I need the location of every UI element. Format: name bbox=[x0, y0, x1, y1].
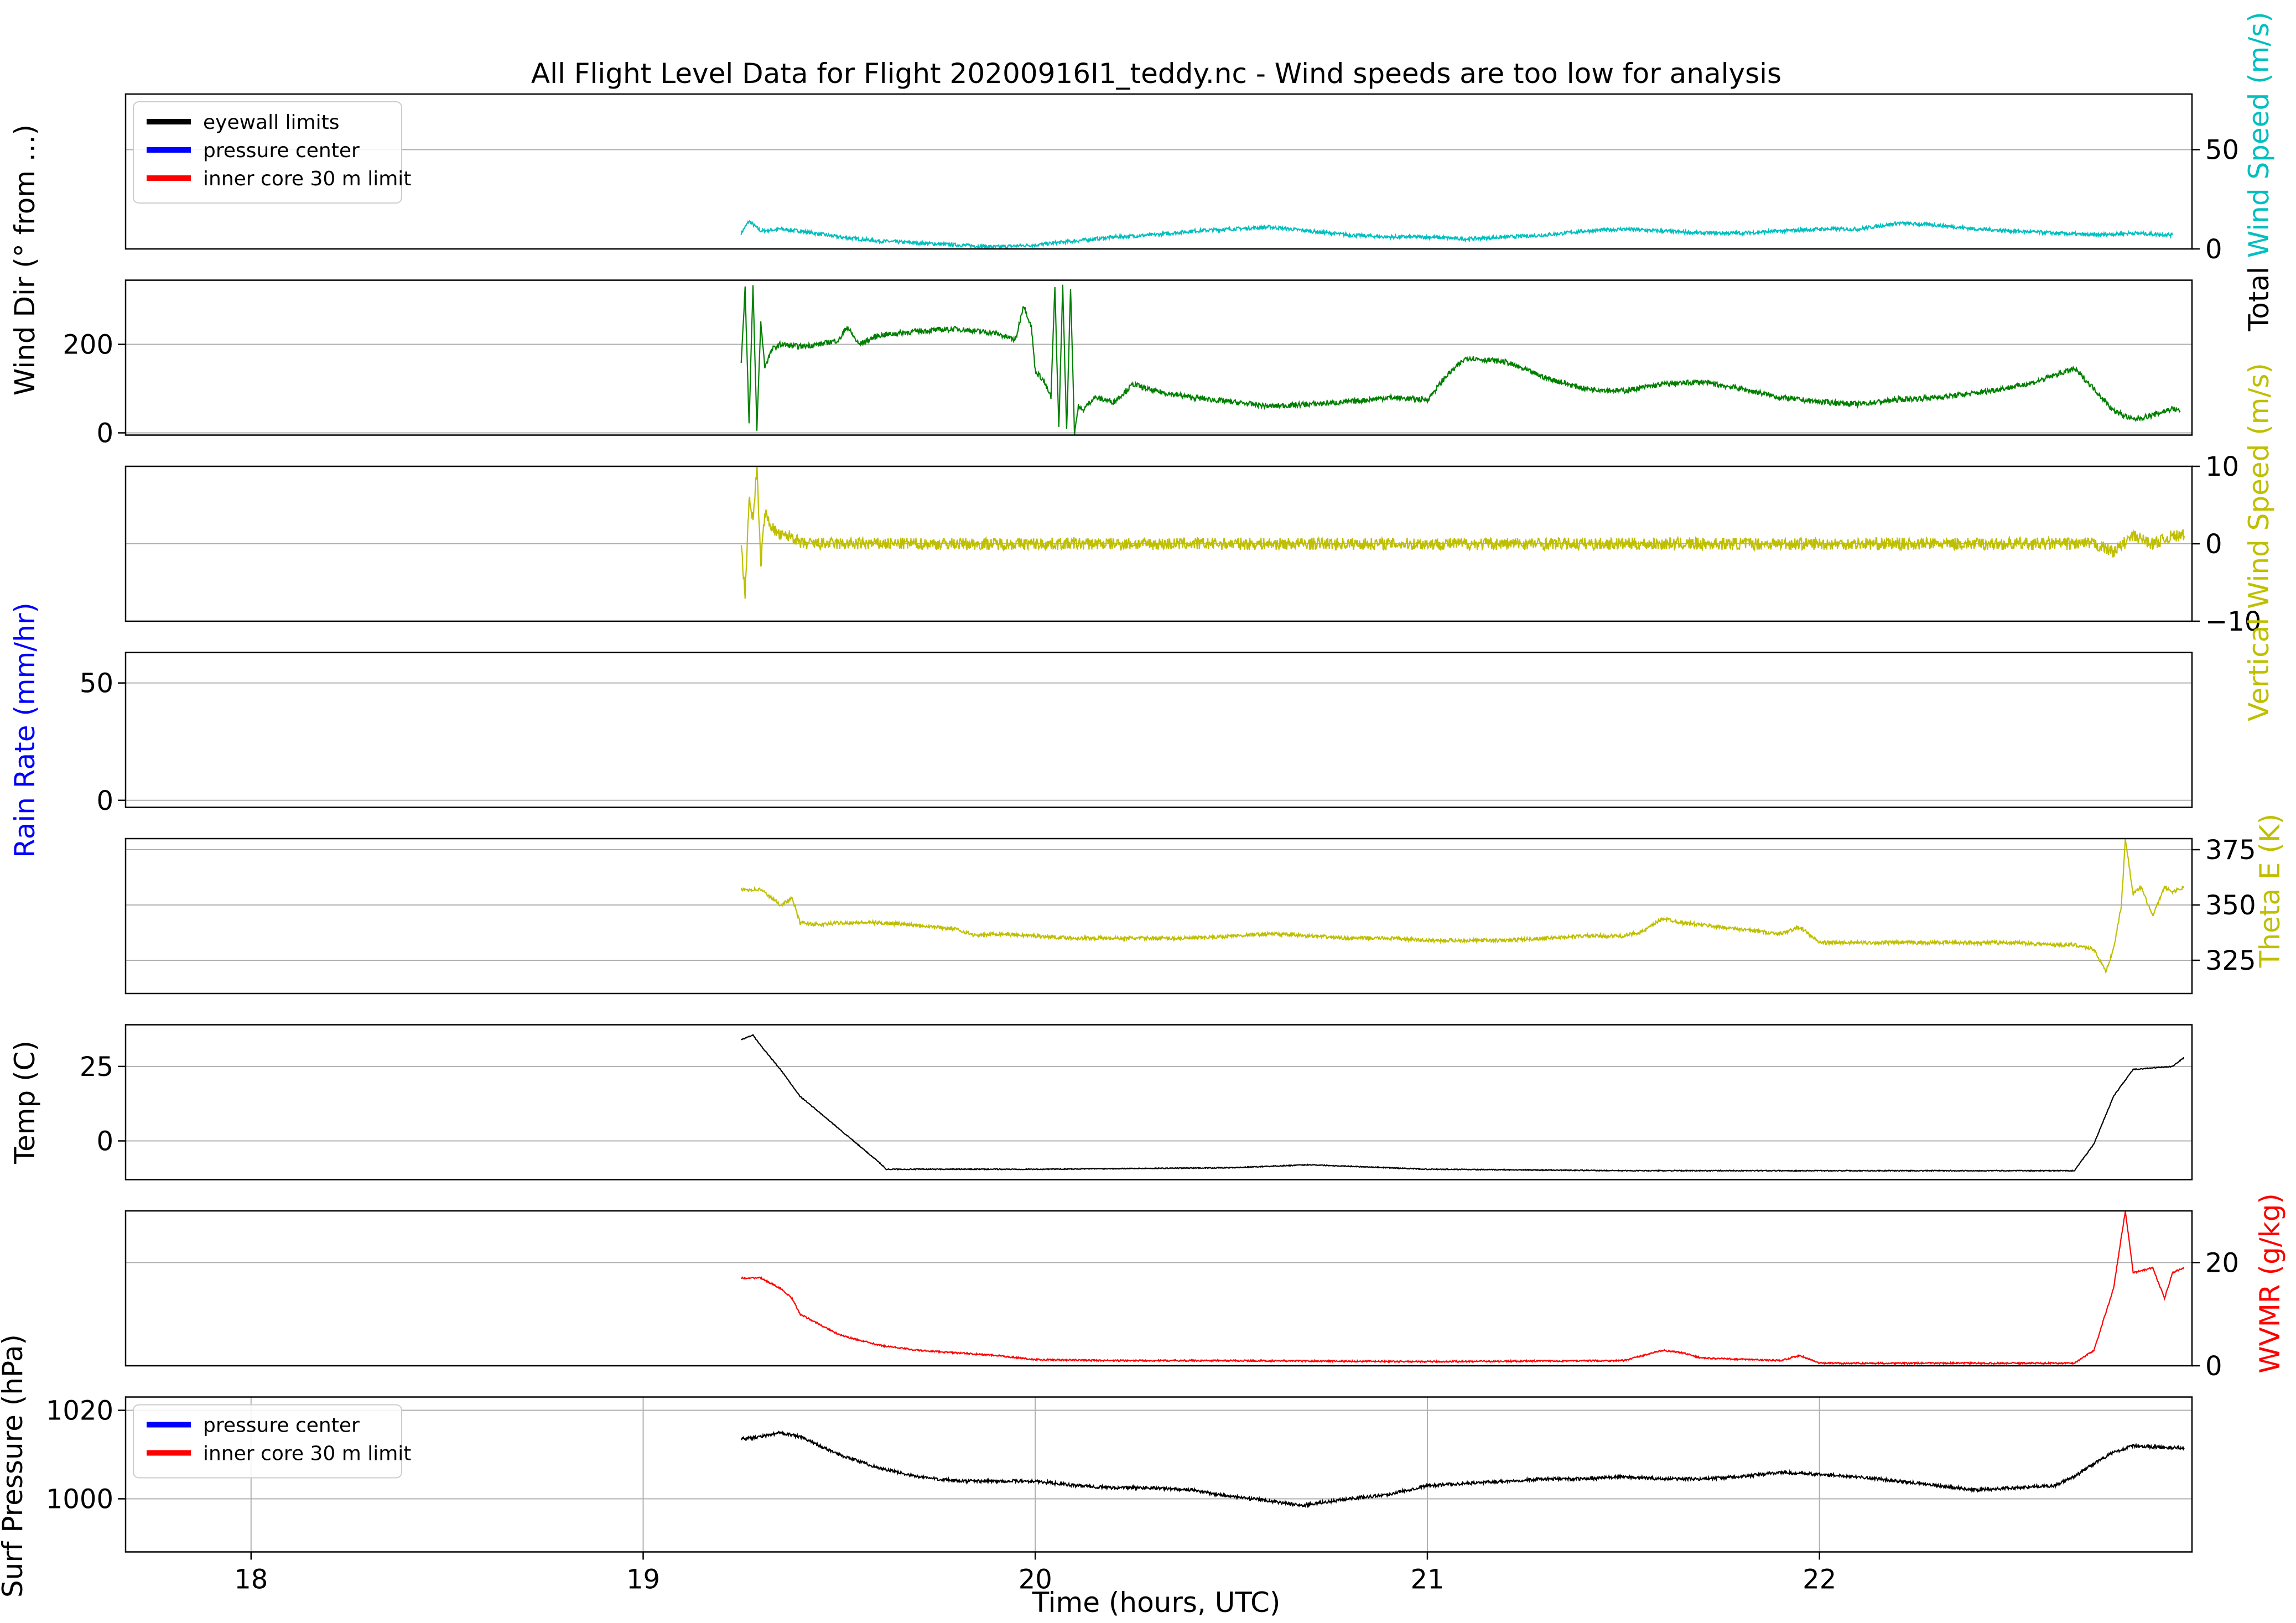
panel-temp: 0 25 Temp (C) bbox=[9, 1024, 2193, 1180]
series-line-temp-0 bbox=[740, 1033, 2185, 1173]
axes-frame bbox=[124, 837, 2193, 995]
panel-rain-rate: 0 50 Rain Rate (mm/hr) bbox=[9, 602, 2193, 858]
series-line-vertical-wind-0 bbox=[740, 466, 2185, 599]
y-tick-label: 350 bbox=[2205, 890, 2256, 921]
y-axis-label-wvmr: WVMR (g/kg) bbox=[2254, 1193, 2286, 1374]
x-tick-label: 20 bbox=[1019, 1564, 1052, 1595]
axes-frame bbox=[124, 1024, 2193, 1180]
axes-frame bbox=[124, 652, 2193, 808]
y-tick-label: 375 bbox=[2205, 835, 2256, 866]
x-tick-label: 21 bbox=[1410, 1564, 1444, 1595]
legend-box bbox=[133, 101, 402, 204]
y-tick-label: 25 bbox=[80, 1052, 113, 1083]
legend-label: pressure center bbox=[203, 1414, 360, 1437]
y-axis-label-surf-pressure: Surf Pressure (hPa) bbox=[0, 1334, 29, 1598]
x-axis-label: Time (hours, UTC) bbox=[1032, 1586, 1281, 1619]
legend-label: eyewall limits bbox=[203, 111, 340, 134]
y-tick-label: 1000 bbox=[46, 1484, 113, 1515]
x-tick-label: 19 bbox=[626, 1564, 660, 1595]
panel-surf-pressure: 1000 1020 Surf Pressure (hPa) pressure cent… bbox=[0, 1334, 2193, 1598]
y-tick-label: 200 bbox=[63, 330, 113, 361]
y-axis-label-total-wind: Total Wind Speed (m/s) bbox=[2243, 12, 2275, 331]
axes-frame bbox=[124, 279, 2193, 436]
y-tick-label: −10 bbox=[2205, 606, 2261, 637]
y-axis-label-vertical-wind: Vertical Wind Speed (m/s) bbox=[2243, 363, 2275, 721]
y-tick-label: 10 bbox=[2205, 451, 2239, 482]
panel-wvmr: 0 20 WVMR (g/kg) bbox=[124, 1193, 2286, 1382]
y-axis-label-theta-e: Theta E (K) bbox=[2254, 814, 2286, 968]
y-tick-label: 50 bbox=[2205, 135, 2239, 166]
legend-label: pressure center bbox=[203, 139, 360, 162]
y-axis-label-prefix: Total bbox=[2243, 258, 2275, 332]
legend-surf-pressure: pressure center inner core 30 m limit bbox=[133, 1404, 411, 1479]
y-tick-label: 0 bbox=[96, 786, 113, 816]
y-tick-label: 0 bbox=[2205, 234, 2222, 265]
y-tick-label: 325 bbox=[2205, 945, 2256, 976]
y-tick-label: 0 bbox=[96, 1126, 113, 1157]
y-tick-label: 0 bbox=[2205, 1351, 2222, 1382]
y-tick-label: 0 bbox=[2205, 529, 2222, 560]
y-tick-label: 20 bbox=[2205, 1247, 2239, 1278]
y-tick-label: 0 bbox=[96, 418, 113, 449]
panel-vertical-wind: −10 0 10 Vertical Wind Speed (m/s) bbox=[124, 363, 2275, 721]
axes-frame bbox=[124, 1210, 2193, 1367]
legend-label: inner core 30 m limit bbox=[203, 1443, 411, 1465]
y-axis-label-wind-dir: Wind Dir (° from ...) bbox=[9, 124, 41, 396]
axes-frame bbox=[124, 1396, 2193, 1553]
y-tick-label: 1020 bbox=[46, 1396, 113, 1427]
axes-frame bbox=[124, 93, 2193, 250]
figure-title: All Flight Level Data for Flight 2020091… bbox=[531, 58, 1781, 90]
panel-wind-dir: 0 200 Wind Dir (° from ...) bbox=[9, 124, 2193, 449]
x-tick-label: 22 bbox=[1802, 1564, 1836, 1595]
x-tick-label: 18 bbox=[234, 1564, 268, 1595]
y-axis-label-colored: Wind Speed (m/s) bbox=[2243, 12, 2275, 258]
y-tick-label: 50 bbox=[80, 668, 113, 699]
series-line-surf-pressure-0 bbox=[740, 1430, 2185, 1508]
series-line-theta-e-0 bbox=[740, 839, 2185, 974]
series-line-total-wind-0 bbox=[740, 220, 2173, 249]
series-line-wvmr-0 bbox=[741, 1211, 2185, 1366]
series-line-wind-dir-0 bbox=[740, 284, 2181, 435]
legend-box bbox=[133, 1404, 402, 1479]
legend-total-wind: eyewall limits pressure center inner core … bbox=[133, 101, 411, 204]
legend-label: inner core 30 m limit bbox=[203, 168, 411, 190]
y-axis-label-rain-rate: Rain Rate (mm/hr) bbox=[9, 602, 41, 858]
y-axis-label-temp: Temp (C) bbox=[9, 1041, 41, 1164]
